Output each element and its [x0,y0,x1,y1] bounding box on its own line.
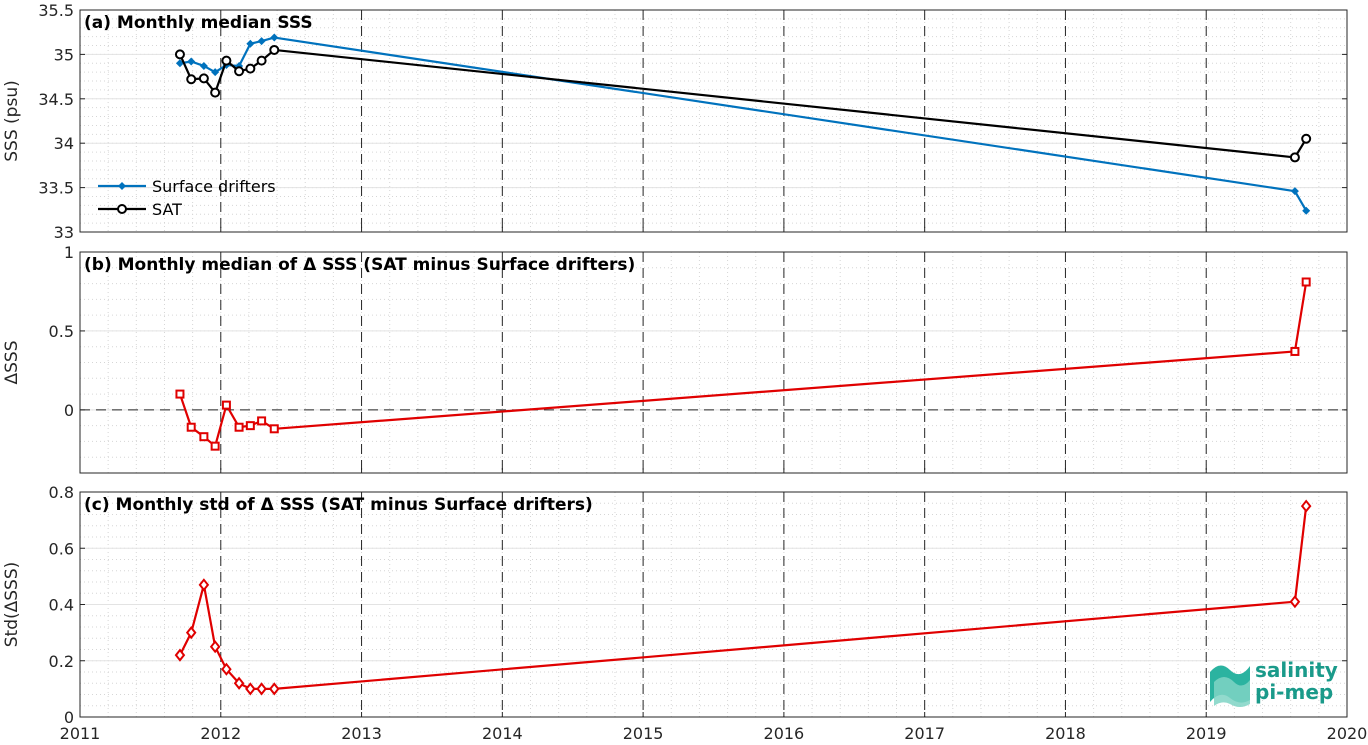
y-axis-label: ΔSSS [2,340,22,384]
axes-frame [79,251,1348,474]
data-point [1290,346,1300,356]
y-tick-label: 35 [54,45,74,64]
data-point [1300,499,1312,513]
data-point [245,63,256,74]
data-point [198,73,209,84]
series-surface-drifters [175,33,1311,215]
x-tick-label: 2019 [1186,724,1227,743]
data-point [175,389,185,399]
x-tick-label: 2018 [1045,724,1086,743]
data-point [270,33,279,42]
data-point [269,424,279,434]
series-sat [174,44,1312,163]
y-axis-label: SSS (psu) [2,80,22,161]
data-point [221,55,232,66]
data-point [221,400,231,410]
data-point [234,66,245,77]
x-tick-label: 2017 [904,724,945,743]
panel-title: (c) Monthly std of Δ SSS (SAT minus Surf… [84,495,593,515]
data-point [234,422,244,432]
y-tick-label: 0 [64,708,74,727]
data-point [198,578,210,592]
x-tick-label: 2012 [200,724,241,743]
data-point [1289,595,1301,609]
logo-text-line1: salinity [1255,658,1338,682]
y-tick-label: 33.5 [38,179,74,198]
data-point [174,648,186,662]
y-tick-label: 35.5 [38,1,74,20]
data-point [199,432,209,442]
panel-2: 0 0.2 0.4 0.6 0.8 2011 2012 2013 2014 2015 2016 201… [2,483,1367,743]
data-point [211,68,220,77]
panel-title: (b) Monthly median of Δ SSS (SAT minus S… [84,255,635,275]
y-tick-label: 0.4 [49,596,74,615]
legend-marker [118,182,126,190]
legend-label: Surface drifters [152,177,276,196]
legend: Surface drifters SAT [98,177,276,219]
data-point [245,682,256,696]
series-2-0 [174,499,1312,696]
y-tick-label: 34.5 [38,90,74,109]
data-point [210,441,220,451]
data-point [1289,152,1300,163]
data-point [1301,277,1311,287]
data-point [268,682,280,696]
legend-marker [117,204,127,214]
data-point [186,74,197,85]
panel-0: 33 33.5 34 34.5 35 35.5 SSS (psu) (a) Monthly m… [2,1,1348,242]
data-point [186,422,196,432]
axes-frame [79,9,1348,233]
y-tick-label: 1 [64,243,74,262]
series-line [178,281,1308,448]
series-line [178,505,1308,690]
y-tick-label: 33 [54,223,74,242]
data-point [209,640,221,654]
x-tick-label: 2016 [764,724,805,743]
data-point [1290,187,1299,196]
data-point [221,662,232,676]
data-point [269,44,280,55]
data-point [1301,133,1312,144]
data-point [245,421,255,431]
x-tick-label: 2020 [1327,724,1368,743]
logo-text-line2: pi-mep [1255,680,1333,704]
data-point [246,39,255,48]
panel-1: 0 0.5 1 ΔSSS (b) Monthly median of Δ SSS (SA… [2,243,1348,474]
x-tick-label: 2015 [623,724,664,743]
data-point [199,61,208,70]
y-axis-label: Std(ΔSSS) [2,562,22,648]
data-point [257,37,266,46]
y-tick-label: 0 [64,401,74,420]
panel-title: (a) Monthly median SSS [84,13,313,33]
data-point [233,676,245,690]
salinity-pi-mep-logo: salinity pi-mep [1210,658,1338,707]
data-point [210,87,221,98]
y-tick-label: 0.5 [49,322,74,341]
data-point [256,55,267,66]
legend-label: SAT [152,200,182,219]
x-tick-label: 2013 [341,724,382,743]
data-point [256,682,267,696]
y-tick-label: 0.6 [49,539,74,558]
data-point [257,416,267,426]
x-tick-label: 2011 [60,724,101,743]
y-tick-label: 34 [54,134,74,153]
series-line [178,48,1308,159]
data-point [174,49,185,60]
data-point [187,57,196,66]
series-1-0 [175,277,1311,451]
x-tick-label: 2014 [482,724,523,743]
data-point [1302,206,1311,215]
y-tick-label: 0.2 [49,652,74,671]
y-tick-label: 0.8 [49,483,74,502]
data-point [185,626,197,640]
